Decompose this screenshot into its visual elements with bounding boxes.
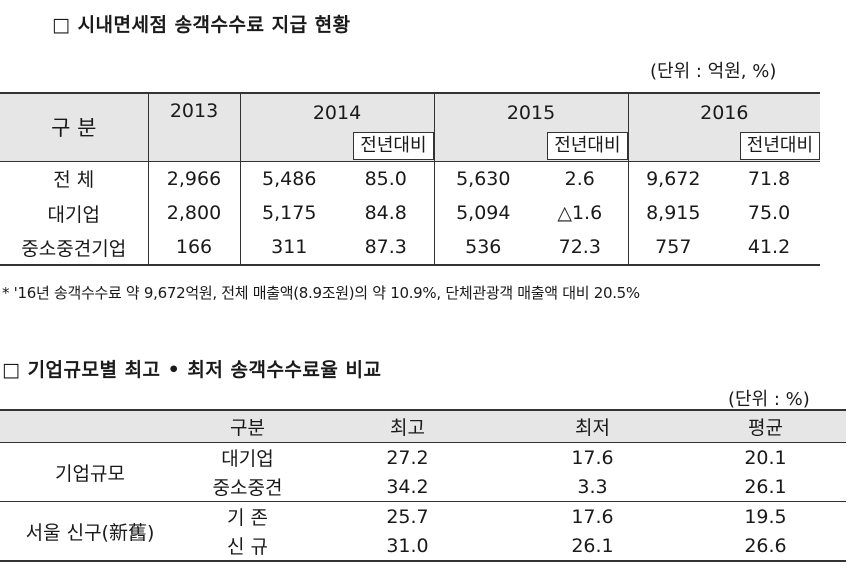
commission-rate-table: 구분 최고 최저 평균 기업규모 대기업 27.2 17.6 20.1 중소중견… xyxy=(0,409,846,562)
cell-avg: 26.1 xyxy=(744,475,787,498)
header-year-2014: 2014 xyxy=(240,93,435,131)
cell-2016: 757 xyxy=(655,236,692,258)
header-yoy-2015: 전년대비 xyxy=(547,131,628,160)
cell-2015: 5,094 xyxy=(456,202,511,224)
cell-2014: 5,175 xyxy=(262,202,317,224)
cell-min: 26.1 xyxy=(571,534,614,557)
table-row: 서울 신구(新舊) 기 존 25.7 17.6 19.5 xyxy=(0,501,846,562)
cell-2016: 9,672 xyxy=(646,167,701,190)
header-category: 구 분 xyxy=(0,93,149,162)
cell-2013: 2,800 xyxy=(148,196,241,230)
commission-payment-table: 구 분 2013 2014 2015 2016 전년대비 전년대비 전년대비 전… xyxy=(0,92,821,266)
group-label: 기업규모 xyxy=(0,442,180,502)
cell-2013: 166 xyxy=(148,230,241,265)
cell-2016: 8,915 xyxy=(646,202,701,224)
table-row: 전 체 2,966 5,486 85.0 5,630 2.6 9,672 71.… xyxy=(0,161,820,196)
row-label: 신 규 xyxy=(227,536,268,558)
cell-min: 17.6 xyxy=(571,505,614,528)
header-min: 최저 xyxy=(500,410,685,443)
table2-unit: (단위 : %) xyxy=(728,389,810,410)
row-label: 기 존 xyxy=(227,507,268,529)
cell-avg: 26.6 xyxy=(744,534,787,557)
header-yoy-2014: 전년대비 xyxy=(353,131,434,160)
row-label: 중소중견기업 xyxy=(0,230,149,265)
cell-max: 25.7 xyxy=(386,505,429,528)
header-avg: 평균 xyxy=(685,410,846,443)
cell-2014: 5,486 xyxy=(262,167,317,190)
cell-2014-yoy: 85.0 xyxy=(338,161,435,196)
table1-unit: (단위 : 억원, %) xyxy=(650,61,777,82)
table-row: 중소중견 34.2 3.3 26.1 xyxy=(0,472,846,502)
cell-2014-yoy: 87.3 xyxy=(338,230,435,265)
row-label: 전 체 xyxy=(0,161,149,196)
table-row: 기업규모 대기업 27.2 17.6 20.1 xyxy=(0,442,846,502)
table-row: 신 규 31.0 26.1 26.6 xyxy=(0,531,846,561)
cell-avg: 19.5 xyxy=(744,505,787,528)
cell-2013: 2,966 xyxy=(148,161,241,196)
header-max: 최고 xyxy=(315,410,500,443)
cell-2015: 5,630 xyxy=(456,167,511,190)
cell-2015-yoy: △1.6 xyxy=(532,196,629,230)
cell-2014: 311 xyxy=(271,236,308,258)
table-row: 중소중견기업 166 311 87.3 536 72.3 757 41.2 xyxy=(0,230,821,265)
cell-2016-yoy: 71.8 xyxy=(747,167,791,190)
header-year-2016: 2016 xyxy=(700,101,749,124)
cell-max: 34.2 xyxy=(386,475,429,498)
header-year-2015: 2015 xyxy=(434,93,629,131)
cell-2014-yoy: 84.8 xyxy=(338,196,435,230)
cell-2016-yoy: 41.2 xyxy=(747,236,791,258)
table2-title: □ 기업규모별 최고 • 최저 송객수수료율 비교 xyxy=(2,359,382,381)
table1-footnote: * '16년 송객수수료 약 9,672억원, 전체 매출액(8.9조원)의 약… xyxy=(2,284,640,302)
header-yoy-2016: 전년대비 xyxy=(739,131,821,160)
cell-avg: 20.1 xyxy=(744,446,787,469)
header-category: 구분 xyxy=(0,410,315,443)
cell-min: 3.3 xyxy=(577,475,608,498)
cell-min: 17.6 xyxy=(571,446,614,469)
table-row: 대기업 2,800 5,175 84.8 5,094 △1.6 8,915 75… xyxy=(0,196,820,230)
cell-2015: 536 xyxy=(465,236,502,258)
cell-max: 31.0 xyxy=(386,534,429,557)
cell-2015-yoy: 2.6 xyxy=(532,161,629,196)
row-label: 대기업 xyxy=(0,196,149,230)
cell-2016-yoy: 75.0 xyxy=(747,202,791,224)
row-label: 중소중견 xyxy=(212,477,283,499)
cell-2015-yoy: 72.3 xyxy=(532,230,629,265)
row-label: 대기업 xyxy=(221,448,274,470)
header-year-2013: 2013 xyxy=(148,93,241,162)
table1-title: □ 시내면세점 송객수수료 지급 현황 xyxy=(52,14,351,36)
cell-max: 27.2 xyxy=(386,446,429,469)
group-label: 서울 신구(新舊) xyxy=(0,501,180,562)
